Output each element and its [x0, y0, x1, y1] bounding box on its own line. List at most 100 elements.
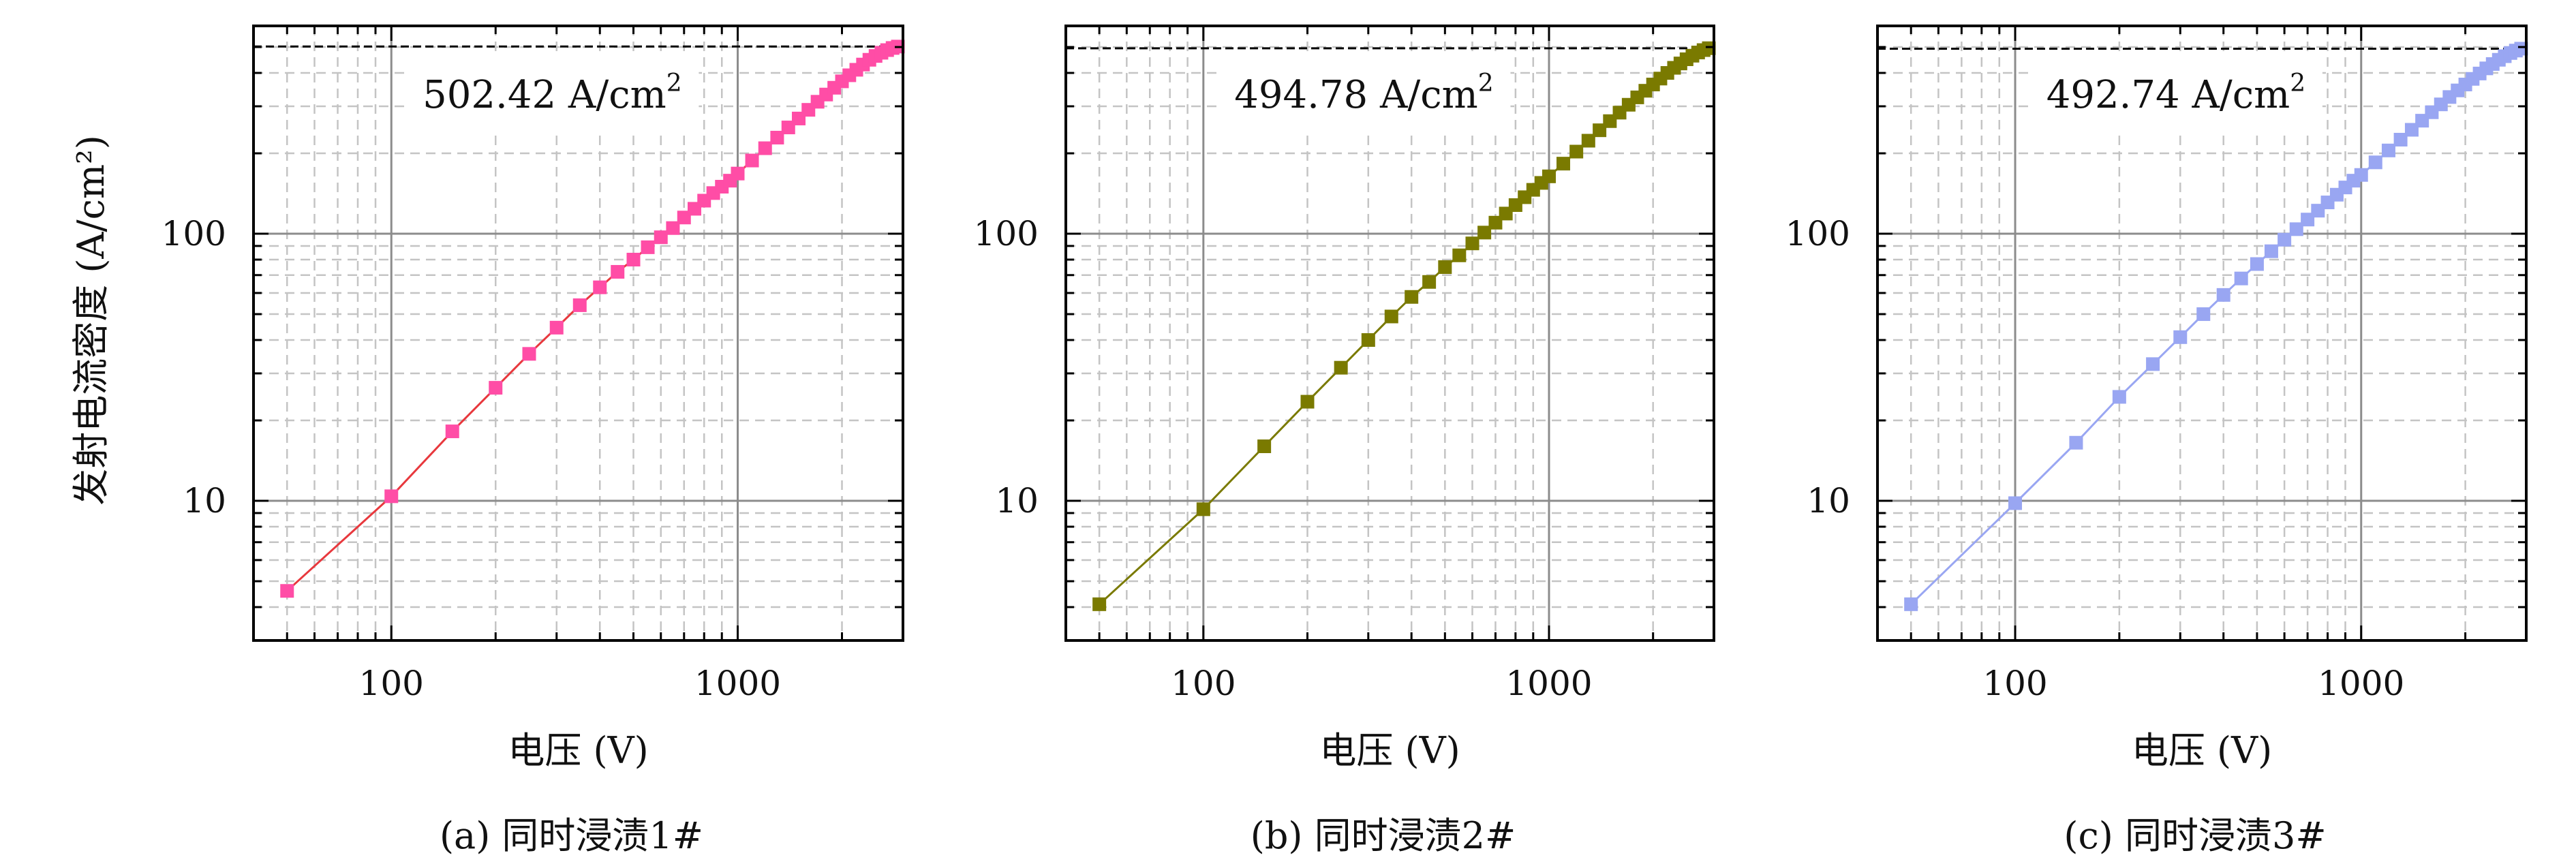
- x-tick-label: 100: [359, 664, 424, 703]
- x-axis-title: 电压 (V): [2132, 729, 2272, 772]
- annotation-label: 502.42 A/cm2: [423, 69, 681, 117]
- annotation-box: [1217, 57, 1511, 131]
- y-axis-title: 发射电流密度 (A/cm²): [70, 135, 112, 506]
- annotation-superscript: 2: [666, 69, 682, 97]
- grid-b: [1066, 26, 1714, 640]
- data-point: [654, 230, 668, 245]
- y-tick-label: 100: [162, 214, 226, 253]
- data-point: [2008, 496, 2023, 510]
- data-point: [2216, 288, 2230, 302]
- annotation-superscript: 2: [1478, 69, 1494, 97]
- data-point: [1477, 226, 1492, 240]
- data-point: [2404, 123, 2419, 137]
- data-point: [1542, 169, 1557, 183]
- data-point: [1488, 215, 1503, 230]
- data-point: [2069, 435, 2083, 450]
- y-tick-label: 100: [1785, 214, 1850, 253]
- data-point: [1405, 290, 1419, 304]
- data-point: [1361, 333, 1375, 347]
- data-point: [2393, 132, 2408, 146]
- data-point: [1196, 502, 1210, 516]
- data-point: [549, 320, 564, 335]
- data-point: [758, 141, 772, 155]
- series-markers: [1904, 42, 2528, 611]
- y-tick-label: 10: [995, 481, 1039, 521]
- data-point: [445, 424, 459, 439]
- annotation-superscript: 2: [2290, 69, 2305, 97]
- x-tick-label: 1000: [2318, 664, 2404, 703]
- data-point: [489, 381, 503, 395]
- series-markers: [280, 40, 905, 598]
- data-point: [2146, 357, 2160, 371]
- data-point: [1557, 157, 1571, 171]
- data-point: [666, 221, 680, 235]
- data-point: [731, 166, 745, 181]
- panel-caption: (b) 同时浸渍2#: [1251, 814, 1516, 857]
- x-axis-title: 电压 (V): [508, 729, 648, 772]
- annotation-label: 492.74 A/cm2: [2046, 69, 2305, 117]
- x-tick-label: 100: [1171, 664, 1236, 703]
- data-point: [384, 489, 399, 504]
- data-point: [1334, 360, 1348, 375]
- panel-caption: (c) 同时浸渍3#: [2064, 814, 2326, 857]
- y-tick-label: 10: [1807, 481, 1850, 521]
- annotation-unit: A/cm: [568, 73, 666, 117]
- y-tick-label: 100: [974, 214, 1039, 253]
- data-point: [1438, 260, 1452, 275]
- data-point: [1581, 134, 1595, 148]
- annotation-box: [405, 57, 699, 131]
- data-point: [770, 130, 784, 144]
- data-point: [2381, 143, 2395, 157]
- data-point: [1904, 597, 1918, 611]
- annotation-value: 494.78: [1234, 73, 1380, 117]
- chart-panel-c: 492.74 A/cm2 100 1000 10 100 电压 (V) (c) 同时浸渍3#: [1785, 25, 2528, 857]
- data-point: [522, 347, 536, 361]
- data-point: [677, 211, 691, 225]
- data-point: [1569, 144, 1584, 159]
- series-markers: [1092, 41, 1716, 611]
- data-point: [2289, 222, 2303, 236]
- data-point: [781, 121, 795, 135]
- annotation-unit: A/cm: [1379, 73, 1478, 117]
- data-point: [626, 253, 641, 267]
- annotation-unit: A/cm: [2191, 73, 2290, 117]
- chart-panel-b: 494.78 A/cm2 100 1000 10 100 电压 (V) (b) 同时浸渍2#: [974, 25, 1716, 857]
- x-tick-label: 100: [1982, 664, 2047, 703]
- data-point: [641, 240, 655, 254]
- plot-frame: [252, 25, 904, 642]
- data-point: [1422, 275, 1437, 289]
- data-point: [1465, 236, 1479, 251]
- data-point: [1384, 309, 1398, 324]
- chart-panel-a: 502.42 A/cm2 100 1000 10 100 电压 (V) (a) 同时浸渍1#: [162, 25, 905, 857]
- data-point: [280, 584, 294, 598]
- x-tick-label: 1000: [694, 664, 781, 703]
- data-point: [2264, 244, 2278, 258]
- y-tick-label: 10: [183, 481, 226, 521]
- data-point: [1593, 123, 1607, 138]
- x-tick-label: 1000: [1505, 664, 1592, 703]
- data-point: [1257, 439, 1272, 454]
- data-point: [2514, 42, 2528, 56]
- annotation-value: 492.74: [2046, 73, 2192, 117]
- data-point: [1452, 248, 1467, 262]
- data-point: [745, 153, 759, 168]
- plot-frame: [1876, 25, 2528, 642]
- x-axis-title: 电压 (V): [1319, 729, 1460, 772]
- plot-frame: [1064, 25, 1715, 642]
- data-point: [593, 280, 607, 294]
- annotation-value: 502.42: [423, 73, 568, 117]
- data-point: [611, 264, 625, 279]
- data-point: [2250, 257, 2264, 271]
- data-point: [2196, 307, 2211, 322]
- data-point: [1702, 41, 1716, 55]
- annotation-box: [2029, 57, 2322, 131]
- data-point: [1300, 395, 1315, 409]
- data-point: [2354, 168, 2368, 182]
- grid-c: [1877, 26, 2526, 640]
- data-point: [1092, 597, 1107, 611]
- grid-a: [254, 26, 903, 640]
- data-point: [572, 298, 587, 312]
- annotation-label: 494.78 A/cm2: [1234, 69, 1493, 117]
- data-point: [2173, 330, 2188, 344]
